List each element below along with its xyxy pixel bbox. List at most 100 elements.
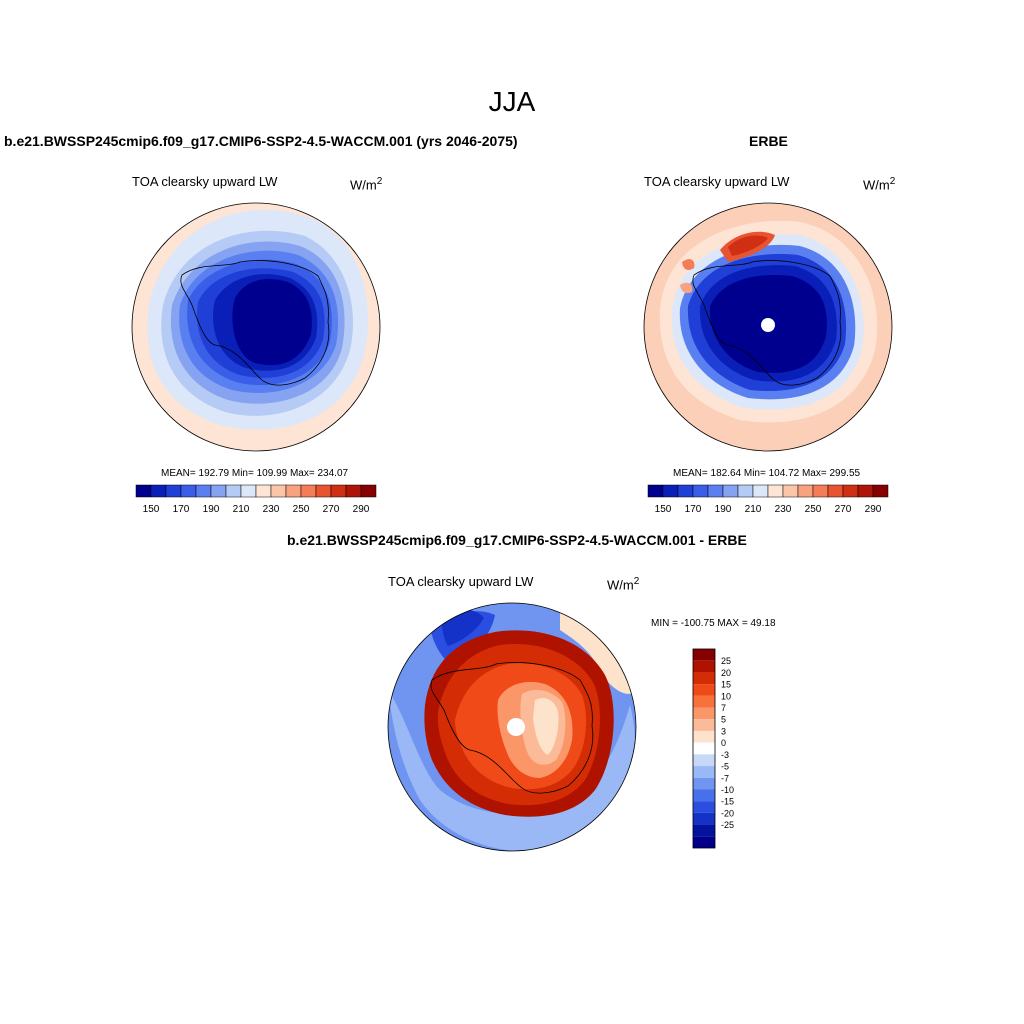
colorbar-tick-label: 290 [353, 504, 370, 515]
panel3-stats: MIN = -100.75 MAX = 49.18 [651, 618, 776, 629]
panel3-units: W/m2 [607, 576, 640, 593]
colorbar2: 150 170 190 210 230 250 270 290 [647, 484, 889, 515]
colorbar-tick-label: 25 [721, 656, 731, 666]
panel2-stats: MEAN= 182.64 Min= 104.72 Max= 299.55 [673, 468, 861, 479]
colorbar-swatch [707, 484, 724, 498]
panel2-title: ERBE [749, 133, 788, 149]
colorbar-swatch [693, 684, 715, 696]
colorbar-frame [692, 648, 716, 849]
colorbar-tick-label: -15 [721, 797, 734, 807]
colorbar-tick-label: -20 [721, 808, 734, 818]
map3-boundary [387, 602, 637, 852]
panel1-title: b.e21.BWSSP245cmip6.f09_g17.CMIP6-SSP2-4… [4, 133, 518, 149]
colorbar-swatch [285, 484, 302, 498]
map3-pole-gap [507, 718, 525, 736]
colorbar-swatch [693, 812, 715, 825]
colorbar-tick-label: -10 [721, 785, 734, 795]
colorbar-swatch [693, 766, 715, 778]
colorbar-tick-label: 170 [173, 504, 190, 515]
map1-coastline [180, 260, 330, 386]
colorbar-tick-label: -7 [721, 773, 729, 783]
colorbar-swatch [693, 789, 715, 802]
map2-coastline [692, 260, 842, 386]
colorbar-tick-label: 270 [835, 504, 852, 515]
colorbar-swatch [872, 484, 889, 498]
colorbar-swatch [722, 484, 739, 498]
colorbar-tick-label: 250 [293, 504, 310, 515]
colorbar-swatch [150, 484, 167, 498]
colorbar-tick-label: 150 [143, 504, 160, 515]
colorbar-swatch [693, 824, 715, 837]
colorbar-swatch [693, 836, 715, 848]
colorbar-tick-label: 190 [715, 504, 732, 515]
map2-pole-gap [761, 318, 775, 332]
colorbar-swatch [360, 484, 377, 498]
colorbar-swatch [693, 707, 715, 720]
colorbar-swatch [225, 484, 242, 498]
colorbar-swatch [692, 484, 709, 498]
figure-title: JJA [488, 86, 536, 117]
colorbar-tick-label: 210 [233, 504, 250, 515]
colorbar-tick-label: 170 [685, 504, 702, 515]
colorbar-tick-label: -25 [721, 820, 734, 830]
colorbar-swatch [782, 484, 799, 498]
colorbar-swatch [812, 484, 829, 498]
colorbar-swatch [752, 484, 769, 498]
panel2-units: W/m2 [863, 176, 896, 193]
colorbar-tick-label: 190 [203, 504, 220, 515]
colorbar-swatch [195, 484, 212, 498]
colorbar-swatch [135, 484, 152, 498]
colorbar-swatch [315, 484, 332, 498]
colorbar-swatch [345, 484, 362, 498]
colorbar-tick-label: 0 [721, 738, 726, 748]
colorbar-swatch [693, 672, 715, 685]
colorbar-swatch [857, 484, 874, 498]
colorbar-swatch [693, 660, 715, 673]
panel1-variable: TOA clearsky upward LW [132, 174, 278, 189]
colorbar-swatch [693, 649, 715, 661]
colorbar-tick-label: -3 [721, 750, 729, 760]
colorbar-swatch [767, 484, 784, 498]
colorbar-tick-label: 270 [323, 504, 340, 515]
colorbar-tick-label: 10 [721, 691, 731, 701]
colorbar-tick-label: 150 [655, 504, 672, 515]
colorbar-tick-label: 20 [721, 668, 731, 678]
colorbar-tick-label: 230 [263, 504, 280, 515]
map2-boundary [643, 202, 893, 452]
map3-coastline [430, 662, 594, 794]
colorbar-swatch [662, 484, 679, 498]
panel2-variable: TOA clearsky upward LW [644, 174, 790, 189]
map1 [132, 203, 380, 451]
colorbar-swatch [240, 484, 257, 498]
colorbar-swatch [827, 484, 844, 498]
colorbar-swatch [693, 742, 715, 755]
colorbar-tick-label: 15 [721, 680, 731, 690]
colorbar-swatch [842, 484, 859, 498]
panel3-variable: TOA clearsky upward LW [388, 574, 534, 589]
colorbar-swatch [330, 484, 347, 498]
colorbar-tick-label: 230 [775, 504, 792, 515]
colorbar-swatch [300, 484, 317, 498]
colorbar-tick-label: 3 [721, 726, 726, 736]
colorbar-tick-label: 210 [745, 504, 762, 515]
colorbar-swatch [180, 484, 197, 498]
colorbar-swatch [693, 730, 715, 743]
colorbar-swatch [165, 484, 182, 498]
colorbar-swatch [647, 484, 664, 498]
map1-boundary [131, 202, 381, 452]
colorbar-tick-label: 7 [721, 703, 726, 713]
colorbar-tick-label: 290 [865, 504, 882, 515]
panel1-stats: MEAN= 192.79 Min= 109.99 Max= 234.07 [161, 468, 349, 479]
colorbar-tick-label: -5 [721, 762, 729, 772]
colorbar-swatch [270, 484, 287, 498]
colorbar-swatch [693, 695, 715, 708]
colorbar-swatch [693, 777, 715, 790]
colorbar-swatch [677, 484, 694, 498]
colorbar1: 150 170 190 210 230 250 270 290 [135, 484, 377, 515]
colorbar-swatch [210, 484, 227, 498]
colorbar-tick-label: 5 [721, 715, 726, 725]
panel3-title: b.e21.BWSSP245cmip6.f09_g17.CMIP6-SSP2-4… [287, 532, 747, 548]
colorbar-swatch [797, 484, 814, 498]
